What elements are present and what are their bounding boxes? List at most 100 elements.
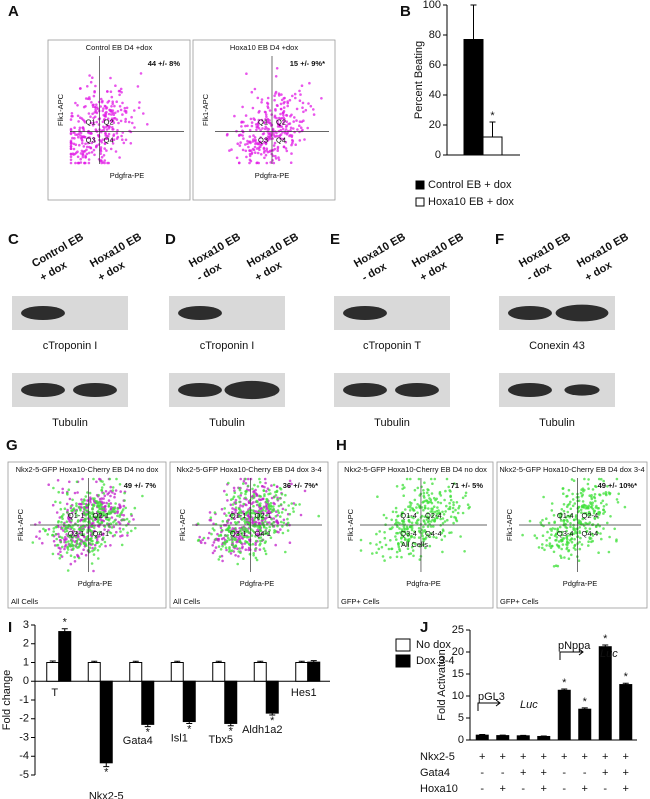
dot [424, 522, 427, 525]
dot [94, 108, 97, 112]
dot [91, 549, 94, 553]
dot [77, 556, 81, 560]
y-tick-label: 20 [429, 119, 441, 131]
dot [282, 97, 286, 100]
dot [255, 125, 258, 129]
table-cell: + [500, 783, 506, 795]
significance-mark: * [187, 723, 192, 735]
dot [69, 504, 73, 508]
dot [426, 511, 430, 515]
dot [115, 477, 118, 481]
dot [102, 492, 106, 495]
dot [223, 534, 227, 537]
quadrant-label: Q4-4 [582, 529, 599, 538]
dot [243, 542, 247, 545]
dot [277, 156, 280, 159]
dot [230, 535, 233, 538]
dot [244, 482, 248, 485]
dot [69, 158, 73, 162]
dot [71, 114, 74, 118]
table-cell: + [479, 751, 485, 763]
dot [585, 522, 589, 526]
dot [77, 120, 80, 123]
dot [239, 530, 242, 533]
dot [289, 129, 292, 132]
dot [106, 101, 109, 104]
significance-mark: * [562, 677, 567, 689]
dot [242, 517, 246, 520]
dot [598, 511, 601, 515]
dot [416, 519, 419, 522]
dot [89, 516, 92, 519]
dot [279, 102, 283, 106]
dot [96, 510, 100, 514]
dot [550, 509, 554, 512]
dot [572, 479, 576, 483]
dot [282, 106, 286, 109]
dot [231, 497, 235, 501]
dot [539, 521, 542, 524]
dot [65, 520, 69, 523]
dot [281, 525, 284, 528]
dot [81, 500, 84, 504]
dot [221, 559, 224, 563]
dot [567, 549, 571, 552]
dot [272, 483, 276, 487]
quadrant-label: Q4-4 [425, 529, 442, 538]
dot [76, 514, 79, 517]
x-axis-label: Pdgfra-PE [563, 579, 598, 588]
legend-label: Hoxa10 EB + dox [428, 196, 514, 208]
table-row-label: Gata4 [420, 767, 450, 779]
dot [301, 128, 304, 132]
y-tick-label: 2 [23, 638, 29, 650]
dot [284, 140, 288, 144]
dot [75, 541, 79, 545]
dot [586, 482, 590, 486]
dot [234, 506, 238, 510]
dot [69, 145, 73, 148]
dot [420, 532, 424, 535]
dot [241, 504, 245, 508]
dot [123, 491, 126, 495]
quadrant-label: Q2 [104, 118, 114, 127]
dot [287, 129, 290, 133]
dot [258, 148, 261, 151]
dot [395, 538, 398, 541]
dot [296, 128, 299, 131]
dot [262, 497, 265, 501]
dot [114, 150, 118, 153]
plot-title: Control EB D4 +dox [86, 43, 153, 52]
dot [440, 538, 444, 542]
dot [232, 495, 236, 499]
dot [247, 535, 250, 539]
dot [248, 149, 251, 152]
dot [86, 85, 89, 88]
dot [80, 117, 84, 120]
dot [262, 512, 265, 515]
dot [285, 149, 289, 153]
dot [552, 514, 556, 517]
dot [276, 524, 279, 528]
dot [133, 109, 136, 112]
dot [84, 542, 87, 545]
dot [565, 529, 568, 533]
dot [92, 504, 95, 508]
dot [562, 518, 566, 522]
dot [279, 112, 282, 116]
dot [406, 527, 409, 531]
dot [243, 519, 246, 523]
dot [115, 131, 119, 135]
dot [99, 139, 102, 143]
dot [69, 533, 73, 537]
dot [594, 525, 598, 528]
dot [244, 548, 248, 551]
dot [82, 519, 85, 523]
dot [122, 527, 125, 531]
dot [432, 525, 435, 528]
dot [281, 127, 285, 131]
dot [75, 480, 79, 484]
dot [95, 502, 99, 505]
dot [553, 520, 556, 524]
dot [234, 554, 237, 557]
x-axis-label: Pdgfra-PE [406, 579, 441, 588]
